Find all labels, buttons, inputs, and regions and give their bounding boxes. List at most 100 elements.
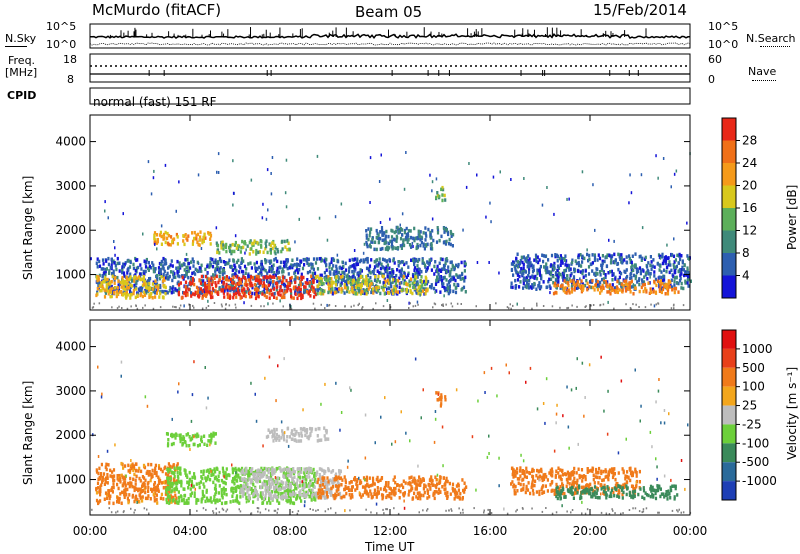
heatmap-cell (614, 258, 617, 263)
heatmap-cell (319, 477, 322, 481)
heatmap-cell (388, 486, 391, 490)
heatmap-cell (112, 288, 115, 293)
heatmap-cell (267, 467, 271, 472)
heatmap-cell (198, 293, 201, 298)
heatmap-cell (260, 495, 263, 499)
heatmap-cell (317, 488, 320, 492)
heatmap-cell (276, 489, 279, 494)
heatmap-cell (195, 233, 198, 238)
heatmap-ground (632, 303, 634, 306)
heatmap-cell (566, 274, 569, 278)
heatmap-cell (565, 291, 568, 295)
heatmap-cell (448, 279, 451, 284)
heatmap-cell (289, 501, 292, 505)
heatmap-cell (231, 242, 234, 247)
heatmap-cell (299, 480, 302, 484)
heatmap-cell (165, 487, 168, 492)
heatmap-cell (99, 474, 103, 478)
heatmap-cell (275, 467, 278, 471)
heatmap-cell (376, 278, 379, 282)
heatmap-cell (269, 251, 272, 255)
heatmap-cell (525, 275, 529, 280)
heatmap-cell (283, 467, 286, 472)
heatmap-speckle (641, 226, 644, 230)
heatmap-cell (164, 291, 167, 296)
heatmap-cell (213, 467, 216, 471)
heatmap-cell (182, 290, 185, 295)
heatmap-cell (632, 268, 635, 272)
heatmap-cell (129, 468, 132, 473)
heatmap-cell (625, 268, 628, 272)
heatmap-cell (226, 261, 229, 266)
heatmap-cell (252, 250, 255, 254)
heatmap-cell (600, 289, 603, 293)
heatmap-cell (252, 482, 255, 487)
heatmap-cell (220, 246, 223, 250)
heatmap-cell (202, 469, 205, 473)
heatmap-cell (105, 467, 108, 472)
heatmap-cell (231, 283, 235, 288)
heatmap-cell (162, 480, 165, 485)
heatmap-ground (475, 305, 477, 308)
heatmap-cell (303, 467, 306, 471)
heatmap-ground (91, 306, 94, 309)
heatmap-speckle (316, 154, 319, 158)
heatmap-cell (659, 264, 662, 268)
heatmap-cell (569, 267, 572, 271)
heatmap-cell (316, 470, 319, 474)
heatmap-speckle (90, 257, 92, 261)
heatmap-cell (154, 295, 157, 299)
heatmap-cell (605, 282, 608, 286)
heatmap-cell (643, 275, 646, 279)
heatmap-cell (222, 480, 225, 485)
heatmap-cell (167, 277, 170, 281)
heatmap-cell (150, 287, 153, 291)
heatmap-cell (135, 285, 138, 289)
heatmap-speckle (468, 162, 470, 165)
heatmap-cell (106, 476, 109, 480)
heatmap-cell (660, 287, 663, 291)
heatmap-cell (290, 493, 293, 497)
heatmap-cell (202, 279, 205, 283)
heatmap-cell (351, 493, 354, 497)
heatmap-cell (234, 285, 237, 290)
heatmap-cell (666, 285, 669, 289)
heatmap-cell (276, 476, 280, 480)
heatmap-cell (435, 278, 438, 283)
heatmap-cell (424, 291, 427, 296)
heatmap-cell (396, 225, 399, 230)
heatmap-cell (664, 292, 667, 296)
heatmap-cell (310, 490, 313, 495)
heatmap-cell (232, 292, 235, 297)
heatmap-cell (229, 295, 232, 299)
heatmap-cell (332, 477, 335, 481)
heatmap-cell (151, 468, 154, 473)
heatmap-cell (99, 289, 102, 293)
heatmap-cell (129, 260, 132, 265)
heatmap-cell (315, 275, 318, 280)
heatmap-cell (326, 476, 329, 480)
heatmap-cell (368, 476, 371, 480)
heatmap-ground (144, 304, 146, 307)
heatmap-cell (517, 265, 520, 269)
heatmap-cell (222, 268, 226, 273)
heatmap-cell (392, 276, 395, 280)
heatmap-cell (638, 266, 642, 270)
heatmap-cell (189, 277, 193, 281)
heatmap-cell (393, 475, 396, 479)
heatmap-cell (399, 236, 403, 241)
heatmap-cell (586, 252, 589, 257)
heatmap-cell (596, 258, 599, 262)
heatmap-cell (568, 277, 571, 281)
heatmap-speckle (185, 252, 188, 256)
heatmap-cell (265, 239, 268, 243)
heatmap-cell (435, 490, 438, 494)
heatmap-cell (452, 276, 456, 281)
heatmap-cell (439, 290, 442, 294)
heatmap-cell (171, 495, 174, 500)
heatmap-cell (259, 491, 262, 495)
heatmap-cell (171, 264, 174, 268)
heatmap-cell (386, 272, 389, 276)
heatmap-cell (135, 258, 138, 262)
heatmap-cell (440, 278, 444, 283)
